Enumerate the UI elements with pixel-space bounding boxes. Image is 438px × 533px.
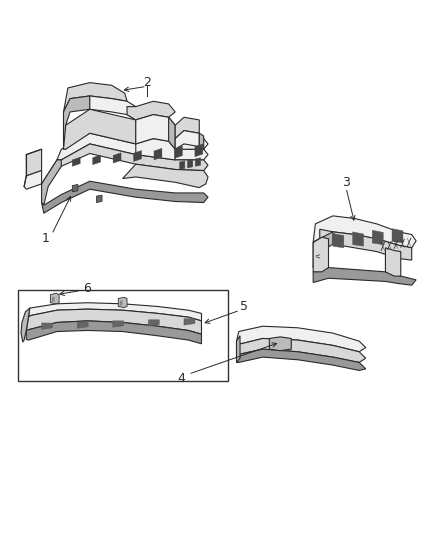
Polygon shape: [50, 293, 59, 304]
Polygon shape: [180, 161, 185, 169]
Polygon shape: [26, 321, 201, 344]
Polygon shape: [199, 133, 204, 149]
Polygon shape: [237, 336, 240, 362]
Polygon shape: [72, 157, 80, 166]
Polygon shape: [26, 149, 42, 176]
Polygon shape: [64, 83, 127, 112]
Polygon shape: [64, 96, 90, 149]
Polygon shape: [320, 229, 412, 260]
Polygon shape: [195, 158, 201, 166]
Polygon shape: [392, 229, 403, 243]
Polygon shape: [42, 160, 61, 205]
Polygon shape: [169, 117, 175, 149]
Polygon shape: [64, 109, 136, 149]
Polygon shape: [237, 349, 366, 370]
Polygon shape: [72, 184, 78, 192]
Polygon shape: [120, 301, 122, 305]
Polygon shape: [385, 248, 401, 276]
Polygon shape: [113, 321, 124, 327]
Polygon shape: [123, 164, 208, 188]
Polygon shape: [175, 131, 199, 149]
Polygon shape: [184, 319, 195, 325]
Polygon shape: [174, 146, 182, 158]
Polygon shape: [26, 309, 201, 334]
Polygon shape: [187, 159, 193, 168]
Polygon shape: [237, 326, 366, 352]
Polygon shape: [195, 144, 203, 157]
Polygon shape: [113, 153, 121, 163]
Polygon shape: [313, 268, 416, 285]
Polygon shape: [42, 144, 208, 187]
Polygon shape: [96, 195, 102, 203]
Polygon shape: [313, 216, 416, 248]
Polygon shape: [21, 308, 30, 342]
Polygon shape: [237, 338, 366, 362]
Polygon shape: [42, 323, 53, 329]
Polygon shape: [269, 337, 291, 351]
Polygon shape: [353, 232, 364, 246]
Text: 2: 2: [143, 76, 151, 89]
Polygon shape: [127, 101, 175, 120]
Polygon shape: [134, 151, 141, 161]
Polygon shape: [175, 117, 199, 139]
Polygon shape: [90, 96, 136, 120]
Polygon shape: [93, 155, 101, 165]
Polygon shape: [136, 115, 175, 149]
Polygon shape: [154, 148, 162, 160]
Text: 1: 1: [42, 232, 50, 245]
Text: 5: 5: [240, 300, 248, 313]
Text: 6: 6: [83, 282, 91, 295]
Polygon shape: [313, 232, 333, 268]
Polygon shape: [118, 297, 127, 308]
Polygon shape: [372, 230, 383, 245]
Polygon shape: [52, 297, 54, 302]
Polygon shape: [77, 322, 88, 328]
Polygon shape: [313, 237, 328, 272]
Polygon shape: [28, 303, 201, 321]
Polygon shape: [42, 181, 208, 213]
Polygon shape: [136, 139, 208, 160]
Polygon shape: [333, 233, 344, 248]
Polygon shape: [57, 133, 208, 160]
Polygon shape: [24, 171, 42, 189]
Text: 3: 3: [342, 176, 350, 189]
Polygon shape: [148, 320, 159, 326]
FancyBboxPatch shape: [18, 290, 228, 381]
Text: 4: 4: [178, 372, 186, 385]
